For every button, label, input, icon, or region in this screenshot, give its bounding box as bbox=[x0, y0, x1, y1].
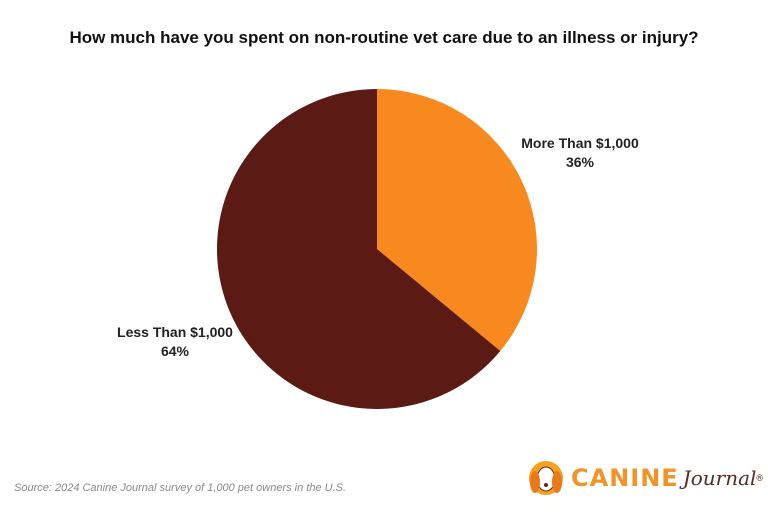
slice-label-text: More Than $1,000 bbox=[521, 135, 639, 151]
registered-mark: ® bbox=[756, 473, 764, 483]
logo-journal-text: Journal bbox=[682, 466, 757, 490]
canine-journal-logo: CANINE Journal ® bbox=[527, 458, 763, 498]
dog-logo-icon bbox=[529, 461, 563, 495]
slice-value-label: 64% bbox=[160, 343, 190, 359]
slice-label-text: Less Than $1,000 bbox=[117, 324, 233, 340]
pie-slice-less-than-1-000 bbox=[216, 89, 501, 409]
slice-label-less-than-1000: Less Than $1,000 64% bbox=[100, 323, 250, 361]
source-note: Source: 2024 Canine Journal survey of 1,… bbox=[14, 482, 347, 494]
slice-label-more-than-1000: More Than $1,000 36% bbox=[505, 134, 655, 172]
chart-title: How much have you spent on non-routine v… bbox=[69, 28, 699, 47]
logo-brand-text: CANINE bbox=[571, 464, 679, 492]
slice-value-label: 36% bbox=[565, 154, 595, 170]
pie-slice-more-than-1-000 bbox=[377, 89, 537, 351]
